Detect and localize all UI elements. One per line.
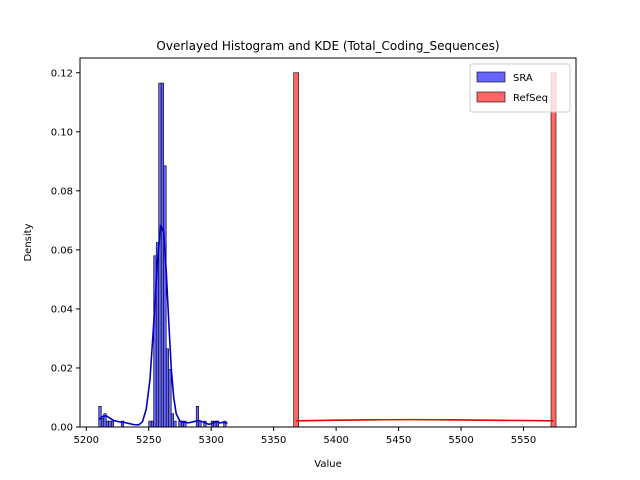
sra-bar-1 xyxy=(100,417,105,428)
sra-bar-4 xyxy=(108,420,112,428)
refseq-kde-line xyxy=(296,418,554,422)
refseq-bar-0 xyxy=(293,72,299,428)
x-axis-title: Value xyxy=(314,459,341,470)
sra-bar-5 xyxy=(110,420,115,428)
sra-bar-21 xyxy=(195,406,199,428)
legend: SRA RefSeq xyxy=(469,63,571,113)
x-tick-label: 5400 xyxy=(323,435,348,446)
x-tick-label: 5200 xyxy=(74,435,99,446)
sra-bar-0 xyxy=(98,406,102,428)
x-tick-label: 5500 xyxy=(448,435,473,446)
sra-bar-11 xyxy=(158,82,162,428)
y-tick-label: 0.06 xyxy=(51,245,73,256)
x-axis: 5200 5250 5300 5350 5400 5450 5500 5550 xyxy=(74,427,536,446)
y-tick-label: 0.10 xyxy=(51,127,73,138)
y-tick-label: 0.08 xyxy=(51,186,73,197)
refseq-bar-1 xyxy=(550,72,557,428)
axes-frame xyxy=(79,57,577,428)
legend-swatch-sra xyxy=(476,71,506,83)
y-tick-label: 0.12 xyxy=(51,68,73,79)
x-tick-label: 5300 xyxy=(198,435,223,446)
x-tick-label: 5450 xyxy=(386,435,411,446)
y-axis: 0.00 0.02 0.04 0.06 0.08 0.10 0.12 xyxy=(51,68,80,434)
x-tick-label: 5350 xyxy=(261,435,286,446)
sra-bar-13 xyxy=(163,165,167,428)
sra-bar-12 xyxy=(160,82,165,428)
y-axis-title: Density xyxy=(23,223,34,261)
chart-title: Overlayed Histogram and KDE (Total_Codin… xyxy=(156,39,499,53)
sra-bar-17 xyxy=(173,420,177,428)
legend-label-refseq: RefSeq xyxy=(513,93,548,104)
y-tick-label: 0.00 xyxy=(51,423,73,434)
sra-bar-16 xyxy=(170,413,175,428)
sra-bar-14 xyxy=(165,348,170,428)
sra-bar-15 xyxy=(168,369,172,428)
sra-bar-8 xyxy=(150,420,155,428)
x-tick-label: 5550 xyxy=(511,435,536,446)
legend-label-sra: SRA xyxy=(513,73,533,84)
x-tick-label: 5250 xyxy=(136,435,161,446)
legend-box xyxy=(469,63,571,113)
sra-bar-3 xyxy=(105,420,110,428)
sra-kde-line xyxy=(98,224,228,426)
sra-bar-7 xyxy=(148,420,152,428)
legend-swatch-refseq xyxy=(476,91,506,103)
y-tick-label: 0.04 xyxy=(51,304,73,315)
y-tick-label: 0.02 xyxy=(51,363,73,374)
